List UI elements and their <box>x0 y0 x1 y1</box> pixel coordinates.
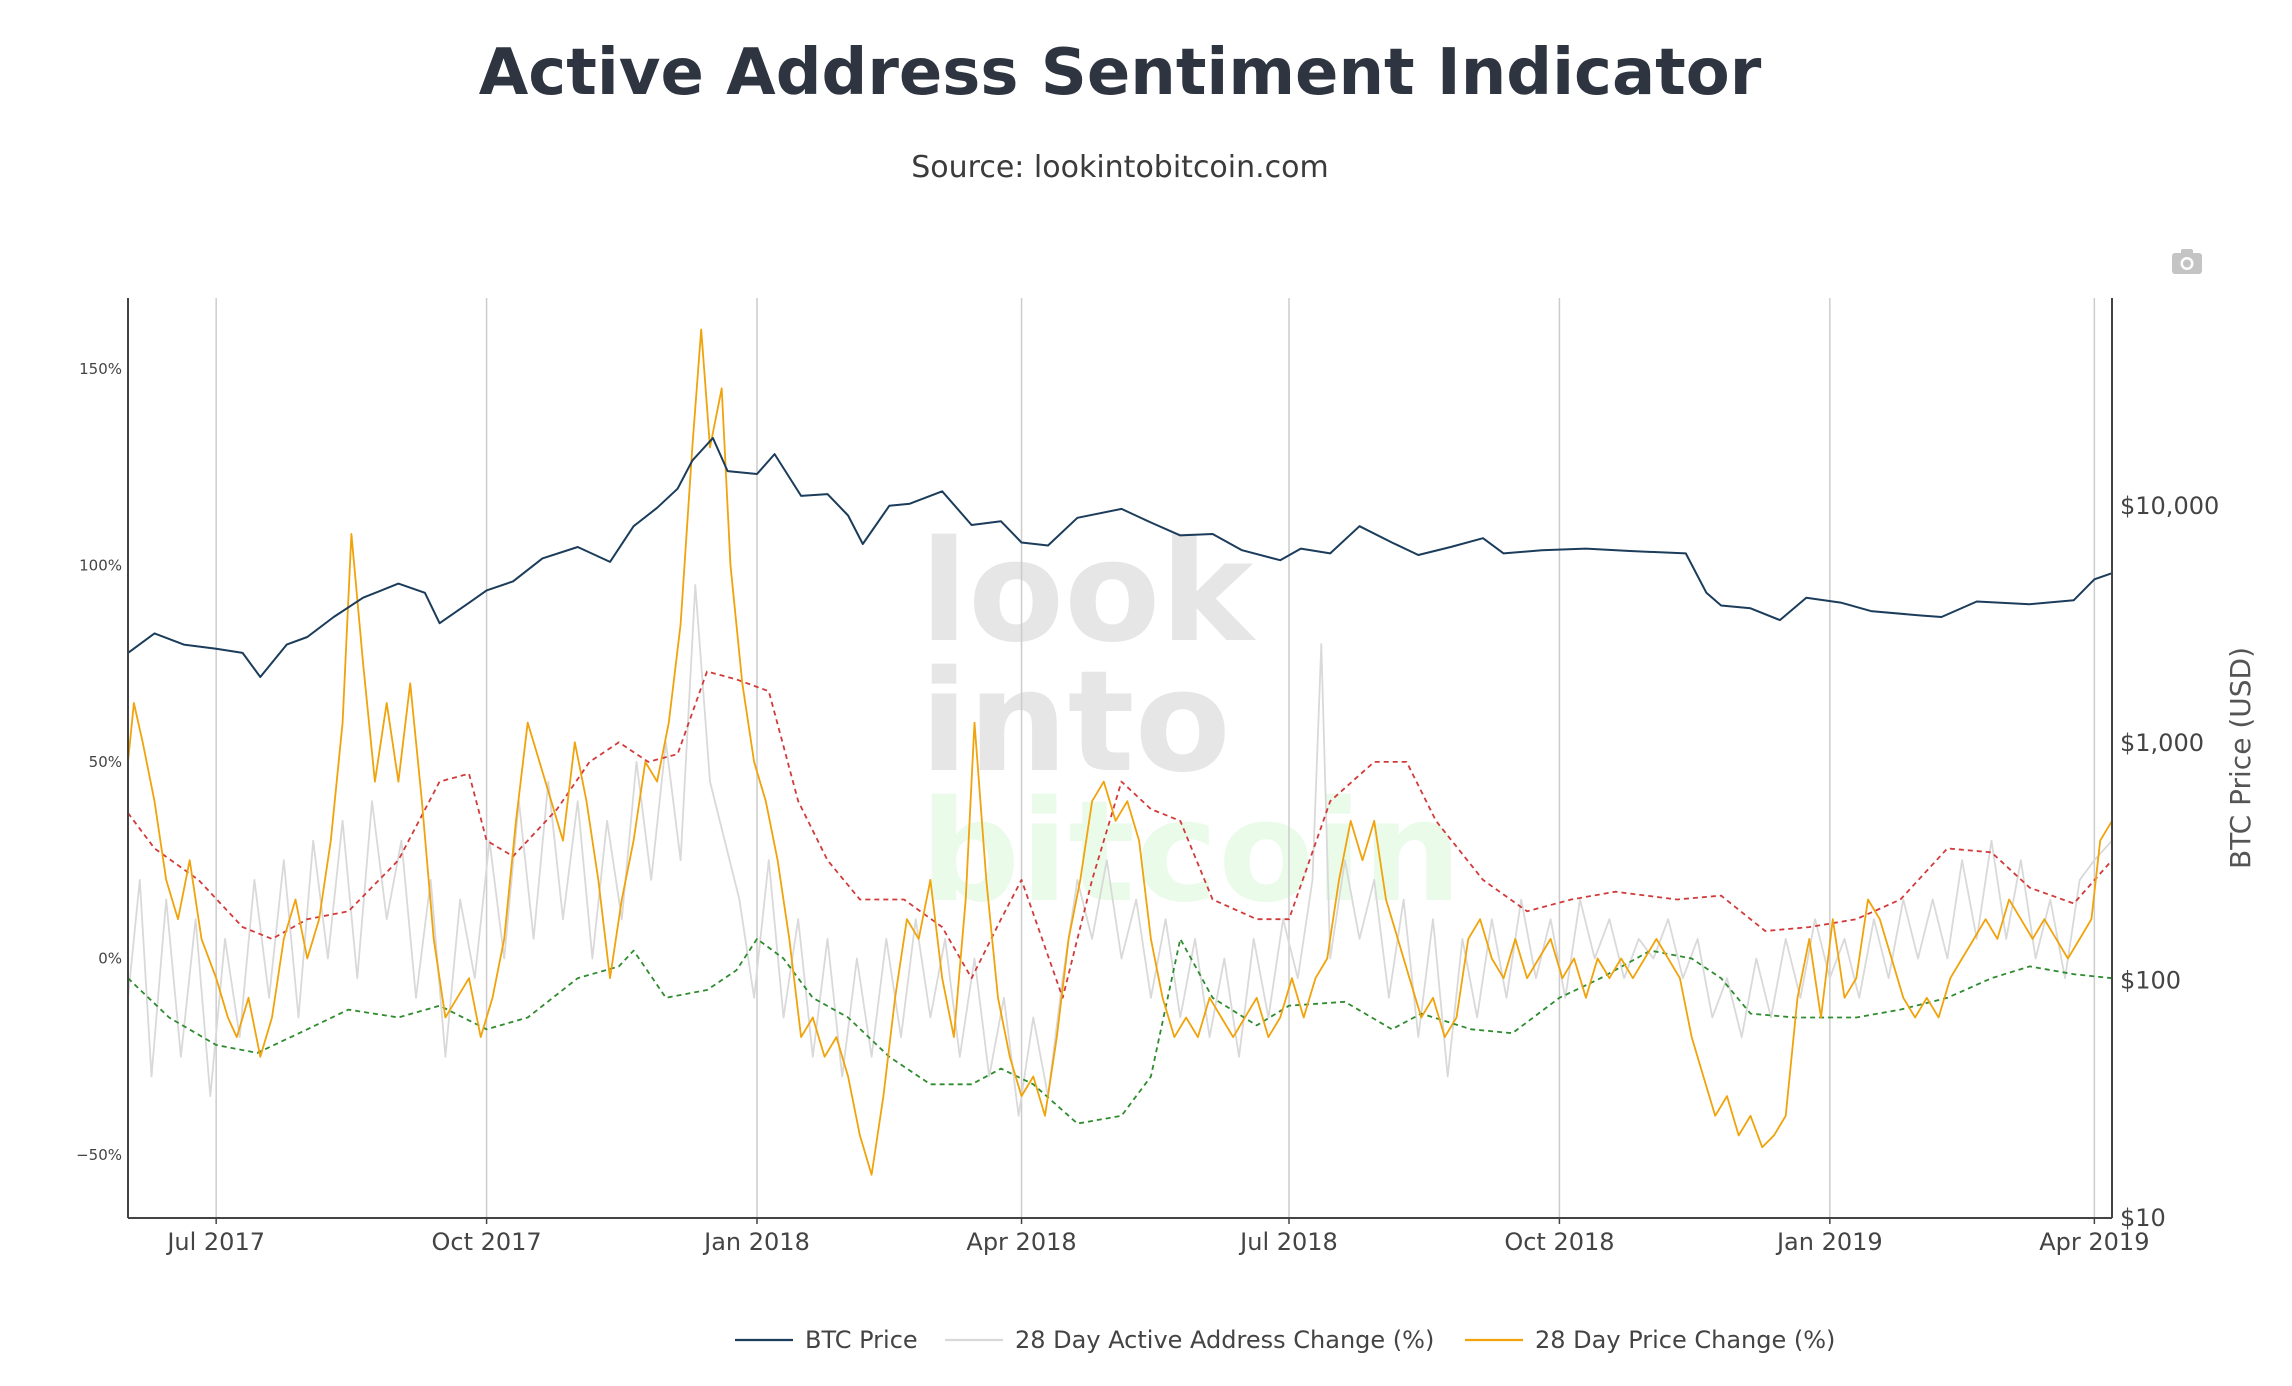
y-right-tick-label-0: $10,000 <box>2120 492 2219 520</box>
y-left-tick-label-2: 50% <box>89 753 122 771</box>
watermark-bitcoin: bitcoin <box>920 771 1462 934</box>
watermark: look into bitcoin <box>920 511 1462 934</box>
legend-item-0[interactable]: BTC Price <box>735 1326 918 1354</box>
y-left-tick-label-4: −50% <box>76 1146 122 1164</box>
axes: 150% 100% 50% 0% −50% $10,000 $1,000 $100 $10 Jul… <box>76 298 2257 1256</box>
y-right-axis-title: BTC Price (USD) <box>2224 647 2257 869</box>
x-tick-label-4: Jul 2018 <box>1238 1228 1338 1256</box>
y-right-tick-label-2: $100 <box>2120 967 2181 995</box>
series-layer <box>127 328 2113 1176</box>
legend-label-2: 28 Day Price Change (%) <box>1535 1326 1835 1354</box>
legend-item-2[interactable]: 28 Day Price Change (%) <box>1465 1326 1835 1354</box>
y-left-tick-label-0: 150% <box>79 360 122 378</box>
y-right-tick-label-1: $1,000 <box>2120 729 2204 757</box>
series-28-day-active-address-change <box>127 584 2113 1117</box>
y-right-tick-label-3: $10 <box>2120 1204 2166 1232</box>
x-tick-label-0: Jul 2017 <box>165 1228 265 1256</box>
chart-subtitle: Source: lookintobitcoin.com <box>911 150 1329 185</box>
y-left-tick-label-1: 100% <box>79 556 122 574</box>
x-tick-label-7: Apr 2019 <box>2039 1228 2149 1256</box>
series-upper-band <box>127 670 2113 999</box>
x-tick-label-2: Jan 2018 <box>702 1228 810 1256</box>
legend-item-1[interactable]: 28 Day Active Address Change (%) <box>945 1326 1434 1354</box>
series-28-day-price-change <box>127 328 2113 1176</box>
x-tick-label-6: Jan 2019 <box>1775 1228 1883 1256</box>
x-tick-label-1: Oct 2017 <box>431 1228 541 1256</box>
y-left-tick-label-3: 0% <box>98 950 122 968</box>
watermark-look: look <box>920 511 1256 674</box>
chart-title: Active Address Sentiment Indicator <box>478 36 1762 110</box>
series-btc-price <box>127 437 2113 678</box>
series-lower-band <box>127 938 2113 1125</box>
x-tick-label-3: Apr 2018 <box>966 1228 1076 1256</box>
x-tick-label-5: Oct 2018 <box>1504 1228 1614 1256</box>
legend-label-0: BTC Price <box>805 1326 918 1354</box>
legend-label-1: 28 Day Active Address Change (%) <box>1015 1326 1434 1354</box>
legend[interactable]: BTC Price 28 Day Active Address Change (%… <box>735 1326 1835 1354</box>
camera-icon[interactable] <box>2170 246 2204 276</box>
grid-lines <box>215 298 2096 1218</box>
